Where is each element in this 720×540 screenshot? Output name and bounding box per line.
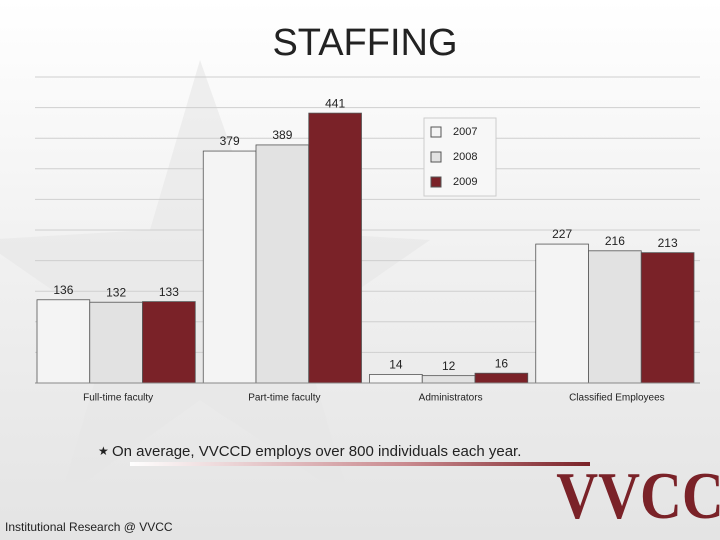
bar [308, 112, 362, 384]
chart-title: STAFFING [272, 22, 457, 64]
bar [474, 372, 529, 384]
data-label: 14 [389, 358, 403, 372]
data-label: 441 [325, 96, 345, 110]
legend-label: 2009 [453, 176, 477, 188]
bar [142, 301, 196, 384]
legend-label: 2007 [453, 126, 477, 138]
bar [640, 252, 695, 384]
footer: Institutional Research @ VVCC [5, 520, 173, 534]
data-label: 16 [495, 356, 509, 370]
bullet: ★ [98, 444, 109, 458]
bar [535, 243, 589, 384]
note: On average, VVCCD employs over 800 indiv… [112, 443, 521, 460]
bar [89, 301, 143, 384]
data-label: 216 [605, 234, 625, 248]
legend-label: 2008 [453, 151, 477, 163]
bar [588, 250, 642, 384]
divider [130, 462, 590, 466]
chart: Full-time faculty 136 132 133 Part-time facu… [35, 76, 700, 404]
x-tick-label: Full-time faculty [83, 393, 153, 404]
data-label: 213 [658, 236, 678, 250]
bar [255, 144, 310, 384]
legend: 2007 2008 2009 [423, 117, 497, 197]
legend-swatch [430, 176, 442, 188]
data-label: 136 [53, 283, 73, 297]
x-tick-label: Part-time faculty [248, 393, 320, 404]
data-label: 133 [159, 285, 179, 299]
x-tick-label: Administrators [419, 393, 483, 404]
logo: VVCC [556, 458, 720, 533]
bar [369, 374, 423, 384]
legend-swatch [430, 151, 442, 163]
bar [421, 375, 476, 384]
data-label: 389 [272, 128, 292, 142]
legend-swatch [430, 126, 442, 138]
bar [36, 299, 91, 384]
bar [202, 150, 257, 384]
data-label: 12 [442, 359, 456, 373]
x-tick-label: Classified Employees [569, 393, 665, 404]
data-label: 379 [220, 134, 240, 148]
data-label: 227 [552, 227, 572, 241]
data-label: 132 [106, 285, 126, 299]
